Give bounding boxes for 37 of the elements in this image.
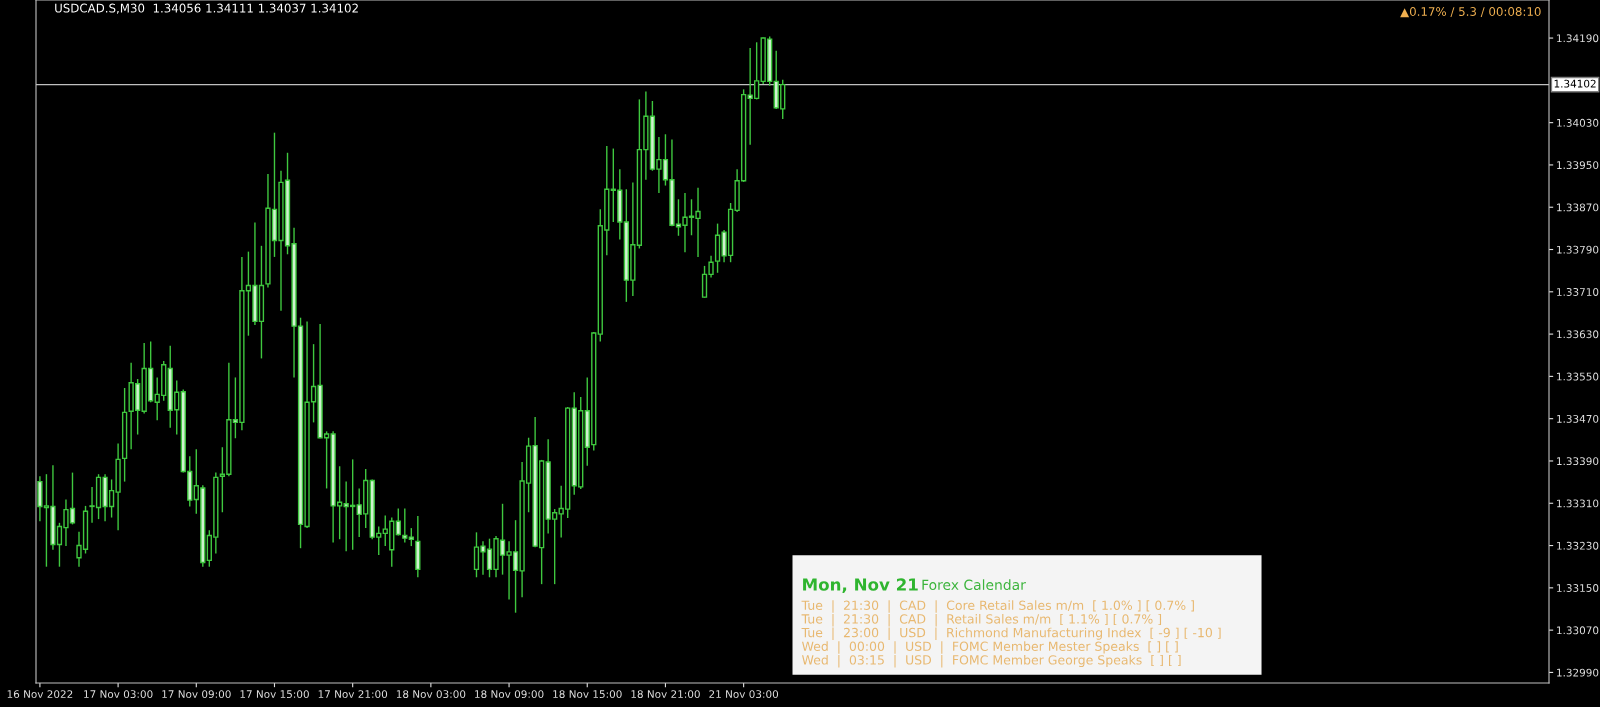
y-tick-label: 1.33790 (1557, 245, 1599, 254)
x-tick-label: 17 Nov 21:00 (318, 690, 388, 699)
x-tick-label: 17 Nov 15:00 (240, 690, 309, 699)
y-tick-label: 1.34030 (1557, 118, 1599, 127)
annotation: Tue | 21:30 | CAD | Core Retail Sales m/m [ 1.0% ] [ 0.7% ] (801, 600, 1194, 613)
ref-line-label: 1.34102 (1554, 79, 1596, 88)
x-tick-label: 18 Nov 15:00 (553, 690, 622, 699)
y-tick-label: 1.33950 (1557, 161, 1599, 170)
x-tick-label: 18 Nov 03:00 (396, 690, 466, 699)
candlestick (395, 507, 401, 537)
x-tick-label: 17 Nov 09:00 (162, 690, 231, 699)
y-tick-label: 1.33630 (1557, 330, 1599, 339)
annotation: Tue | 21:30 | CAD | Retail Sales m/m [ 1.1% ] [ 0.7% ] (801, 613, 1162, 627)
annotation: Forex Calendar (922, 579, 1026, 591)
y-tick-label: 1.33550 (1557, 372, 1599, 381)
annotation: ▲0.17% / 5.3 / 00:08:10 (1400, 7, 1541, 18)
y-tick-label: 1.33230 (1557, 541, 1599, 550)
x-tick-label: 16 Nov 2022 (7, 690, 73, 699)
annotation: Tue | 23:00 | USD | Richmond Manufacturing Index [ -9 ] [ -10 ] (801, 627, 1221, 641)
y-tick-label: 1.33870 (1557, 203, 1599, 212)
x-tick-label: 18 Nov 09:00 (475, 690, 544, 699)
x-tick-label: 17 Nov 03:00 (84, 690, 153, 699)
chart-title: USDCAD.S,M30 1.34056 1.34111 1.34037 1.34102 (55, 3, 358, 14)
x-tick-label: 18 Nov 21:00 (631, 690, 700, 699)
annotation: Wed | 03:15 | USD | FOMC Member George Speaks [ ] [ ] (801, 654, 1181, 668)
y-tick-label: 1.33710 (1557, 288, 1599, 296)
y-tick-label: 1.34190 (1557, 34, 1599, 43)
annotation: Wed | 00:00 | USD | FOMC Member Mester Speaks [ ] [ ] (801, 641, 1178, 654)
y-tick-label: 1.33390 (1557, 457, 1599, 466)
x-tick-label: 21 Nov 03:00 (709, 690, 779, 699)
y-tick-label: 1.33470 (1557, 414, 1599, 423)
y-tick-label: 1.33310 (1557, 499, 1599, 508)
annotation: Mon, Nov 21 (803, 578, 918, 593)
y-tick-label: 1.33150 (1557, 584, 1599, 592)
candlestick (402, 507, 408, 544)
y-tick-label: 1.32990 (1557, 668, 1599, 677)
y-tick-label: 1.33070 (1557, 626, 1599, 635)
